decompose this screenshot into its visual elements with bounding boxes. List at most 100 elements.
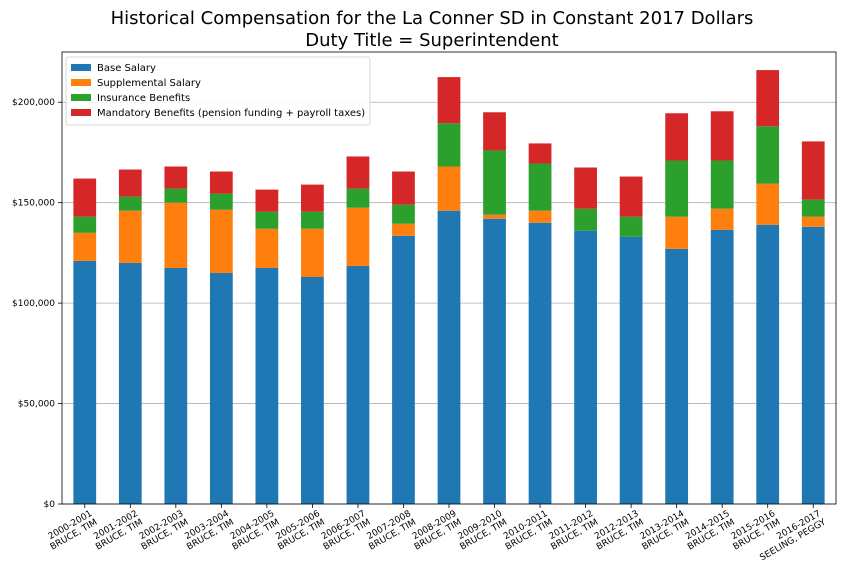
bar-segment [392,235,415,504]
bar-segment [73,216,97,233]
bar-segment [301,184,324,212]
bar-segment [392,223,415,236]
bar-segment [73,232,97,261]
bar-segment [528,143,552,164]
bar-segment [164,166,188,189]
bar-segment [483,112,506,151]
bar-segment [756,183,780,225]
plot-frame [61,51,837,505]
legend-swatch [71,109,91,116]
bar-layer [73,70,825,505]
bar-segment [756,224,780,504]
bar-segment [164,202,188,268]
bar-segment [801,141,825,200]
bar-segment [665,160,689,217]
legend-label: Mandatory Benefits (pension funding + pa… [97,108,365,119]
bar-segment [528,163,552,211]
chart-title-block: Historical Compensation for the La Conne… [0,8,864,52]
bar-segment [209,209,233,273]
legend-label: Base Salary [97,63,156,74]
legend: Base Salary Supplemental Salary Insurance … [65,56,371,126]
bar-segment [619,216,643,237]
bar-segment [209,193,233,210]
bar-segment [483,150,506,215]
bar-segment [164,267,188,504]
bar-segment [118,210,142,263]
bar-segment [255,228,279,268]
bar-segment [392,171,415,205]
bar-segment [392,204,415,224]
bar-segment [619,176,643,217]
chart-title: Historical Compensation for the La Conne… [110,8,754,29]
bar-segment [801,216,825,227]
bar-segment [437,210,461,505]
bar-segment [118,196,142,211]
bar-segment [665,216,689,249]
bar-segment [710,229,734,504]
bar-segment [665,113,689,161]
bar-segment [301,228,324,277]
bar-segment [574,208,597,231]
y-tick-label: $150,000 [12,199,55,209]
bar-segment [801,199,825,217]
legend-label: Supplemental Salary [97,78,201,89]
bar-segment [255,189,279,212]
bar-segment [346,188,370,208]
legend-box [65,56,371,126]
bar-segment [346,265,370,504]
legend-swatch [71,79,91,86]
bar-segment [255,211,279,229]
bar-segment [710,111,734,161]
bar-segment [209,272,233,504]
bar-segment [437,123,461,167]
bar-segment [118,262,142,504]
bar-segment [528,222,552,504]
bar-segment [483,214,506,219]
bar-segment [528,210,552,223]
bar-segment [301,276,324,504]
bar-segment [483,218,506,504]
legend-swatch [71,64,91,71]
bar-segment [164,188,188,203]
bar-segment [209,171,233,194]
bar-segment [756,70,780,127]
bar-segment [756,126,780,184]
bar-segment [346,156,370,189]
bar-segment [73,260,97,504]
bar-segment [437,77,461,124]
bar-segment [437,166,461,211]
bar-segment [73,178,97,217]
bar-segment [665,248,689,504]
y-tick-label: $0 [44,500,56,510]
bar-segment [574,230,597,504]
bar-segment [118,169,142,197]
bar-segment [301,211,324,229]
bar-segment [710,160,734,209]
y-tick-label: $100,000 [12,299,55,309]
bar-segment [574,167,597,209]
bar-segment [255,267,279,504]
y-tick-label: $200,000 [12,98,55,108]
bar-segment [710,208,734,230]
bar-segment [346,207,370,266]
bar-segment [619,236,643,504]
bar-segment [801,226,825,505]
chart-subtitle: Duty Title = Superintendent [305,30,559,51]
y-tick-label: $50,000 [18,400,55,410]
